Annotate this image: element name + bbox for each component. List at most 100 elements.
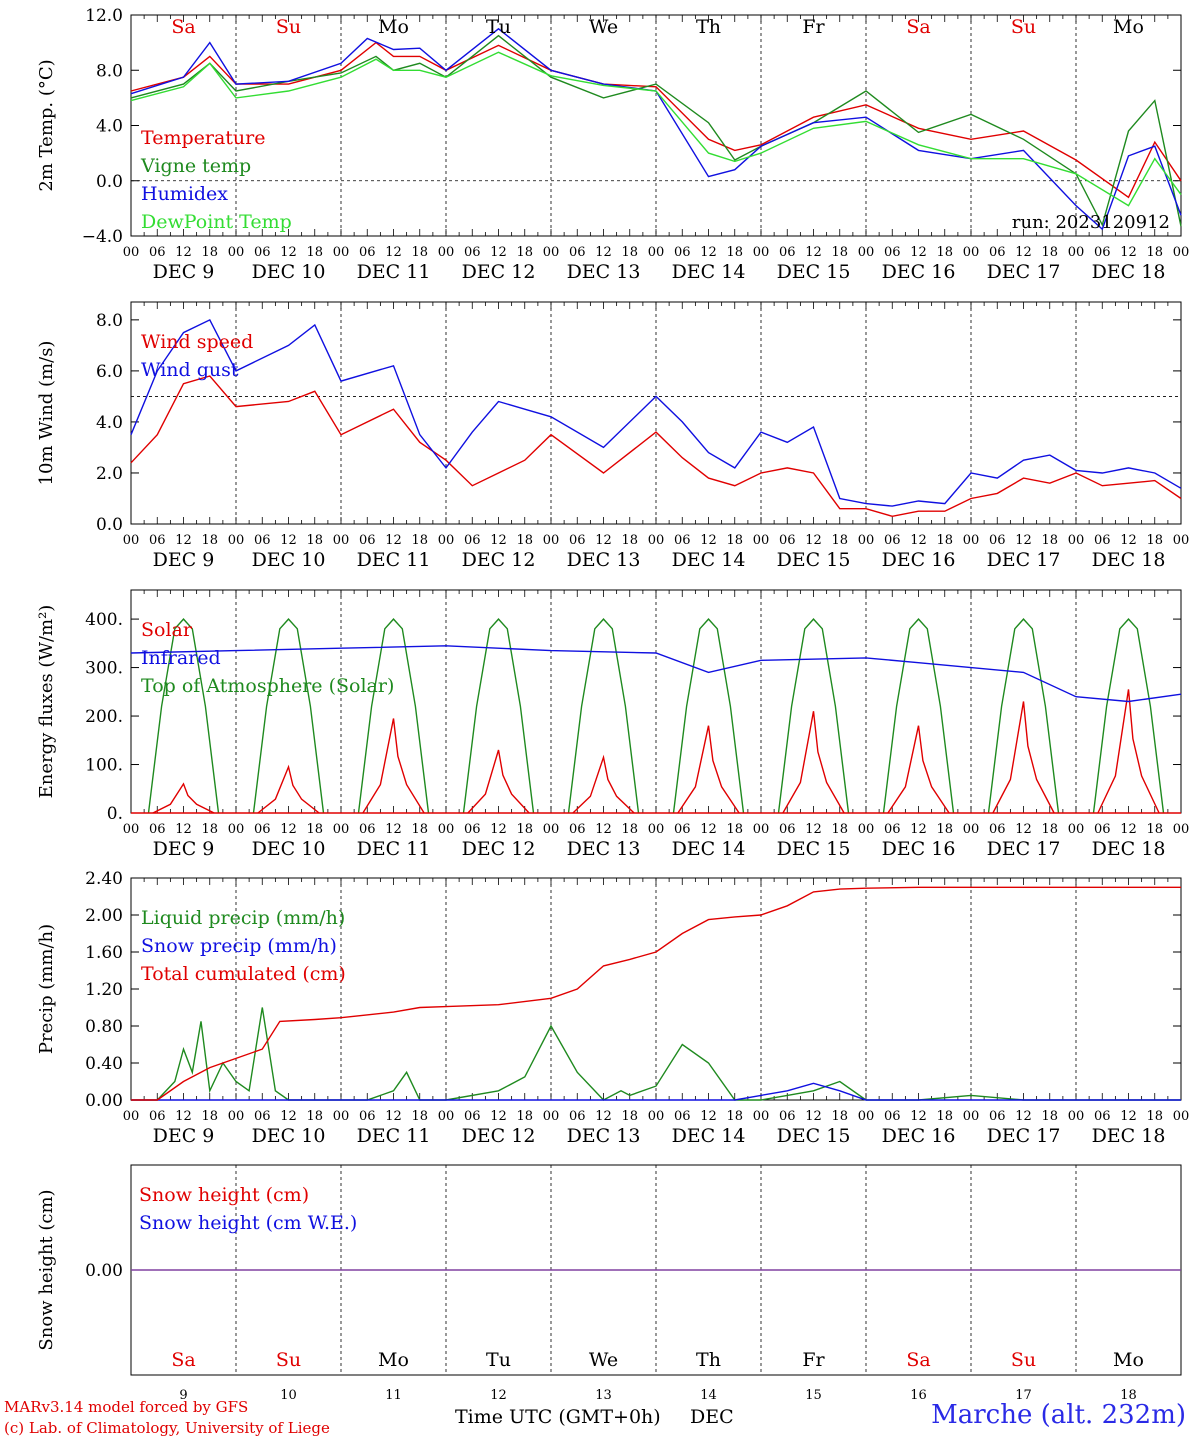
solar-peak [362,718,425,814]
hour-tick-label: 00 [648,533,665,548]
hour-tick-label: 18 [516,245,533,260]
y-axis-label: 2m Temp. (°C) [36,59,57,191]
solar-peak [467,749,530,814]
hour-tick-label: 12 [910,533,927,548]
solar-peak [572,754,635,814]
hour-tick-label: 06 [779,245,796,260]
date-label: DEC 16 [882,1125,956,1147]
hour-tick-label: 06 [779,1109,796,1124]
date-label: DEC 17 [987,261,1061,283]
y-axis-label: Precip (mm/h) [36,924,57,1054]
hour-tick-label: 06 [464,822,481,837]
weekday-label: Su [1011,16,1036,38]
date-label: DEC 16 [882,838,956,860]
y-tick-label: 0.00 [85,1091,123,1111]
hour-tick-label: 18 [621,822,638,837]
credit-line-1: MARv3.14 model forced by GFS [4,1398,249,1416]
hour-tick-label: 00 [753,1109,770,1124]
hour-tick-label: 00 [1173,822,1190,837]
hour-tick-label: 00 [648,822,665,837]
legend-entry: Wind speed [141,331,253,353]
day-number-label: 13 [595,1388,612,1403]
hour-tick-label: 12 [385,245,402,260]
date-label: DEC 12 [462,838,536,860]
series-line-0 [130,375,1182,518]
hour-tick-label: 06 [149,533,166,548]
hour-tick-label: 00 [1068,1109,1085,1124]
hour-tick-label: 12 [1015,533,1032,548]
weekday-label: Tu [486,16,511,38]
solar-peak [782,711,845,814]
hour-tick-label: 00 [543,822,560,837]
hour-tick-label: 18 [1146,245,1163,260]
series-line-1 [130,34,1182,227]
y-axis-label: 10m Wind (m/s) [36,341,57,486]
y-tick-label: 0.0 [96,515,123,535]
date-label: DEC 16 [882,261,956,283]
hour-tick-label: 18 [201,533,218,548]
weekday-label: Su [276,16,301,38]
hour-tick-label: 00 [753,822,770,837]
hour-tick-label: 00 [333,533,350,548]
hour-tick-label: 18 [621,533,638,548]
date-label: DEC 11 [357,838,431,860]
weekday-label: Sa [171,1349,195,1371]
x-axis-unit: DEC [690,1406,734,1428]
toa-solar-bell [882,618,955,814]
hour-tick-label: 12 [280,1109,297,1124]
hour-tick-label: 06 [884,1109,901,1124]
hour-tick-label: 06 [149,1109,166,1124]
date-label: DEC 13 [567,838,641,860]
toa-solar-bell [567,618,640,814]
hour-tick-label: 00 [543,533,560,548]
hour-tick-label: 06 [359,533,376,548]
hour-tick-label: 06 [779,822,796,837]
hour-tick-label: 06 [569,822,586,837]
date-label: DEC 10 [252,549,326,571]
y-tick-label: 200. [85,707,123,727]
date-label: DEC 10 [252,261,326,283]
x-axis-title: Time UTC (GMT+0h) [455,1406,661,1428]
weekday-label: Th [696,16,721,38]
day-number-label: 16 [910,1388,927,1403]
date-label: DEC 16 [882,549,956,571]
day-number-label: 14 [700,1388,717,1403]
hour-tick-label: 00 [858,533,875,548]
hour-tick-label: 00 [123,1109,140,1124]
hour-tick-label: 06 [1094,245,1111,260]
hour-tick-label: 12 [700,822,717,837]
hour-tick-label: 12 [910,822,927,837]
hour-tick-label: 00 [123,533,140,548]
day-number-label: 17 [1015,1388,1032,1403]
hour-tick-label: 00 [1068,822,1085,837]
hour-tick-label: 12 [1120,533,1137,548]
hour-tick-label: 18 [726,1109,743,1124]
credit-line-2: (c) Lab. of Climatology, University of L… [4,1419,330,1437]
legend-entry: Snow precip (mm/h) [141,935,337,957]
day-number-label: 10 [280,1388,297,1403]
hour-tick-label: 12 [1120,1109,1137,1124]
hour-tick-label: 00 [438,533,455,548]
hour-tick-label: 00 [753,533,770,548]
hour-tick-label: 00 [1068,533,1085,548]
weekday-label: Mo [378,1349,409,1371]
hour-tick-label: 00 [543,245,560,260]
solar-peak [887,725,950,814]
hour-tick-label: 12 [175,245,192,260]
y-tick-label: 2.40 [85,869,123,889]
hour-tick-label: 12 [700,245,717,260]
y-tick-label: 0.80 [85,1017,123,1037]
hour-tick-label: 06 [149,822,166,837]
date-label: DEC 11 [357,549,431,571]
hour-tick-label: 12 [805,1109,822,1124]
hour-tick-label: 06 [254,245,271,260]
date-label: DEC 18 [1092,838,1166,860]
date-label: DEC 14 [672,261,746,283]
y-tick-label: 0.00 [85,1261,123,1281]
hour-tick-label: 06 [569,533,586,548]
toa-solar-bell [672,618,745,814]
hour-tick-label: 00 [228,245,245,260]
legend-entry: Wind gust [141,359,239,381]
hour-tick-label: 00 [333,245,350,260]
hour-tick-label: 18 [726,822,743,837]
